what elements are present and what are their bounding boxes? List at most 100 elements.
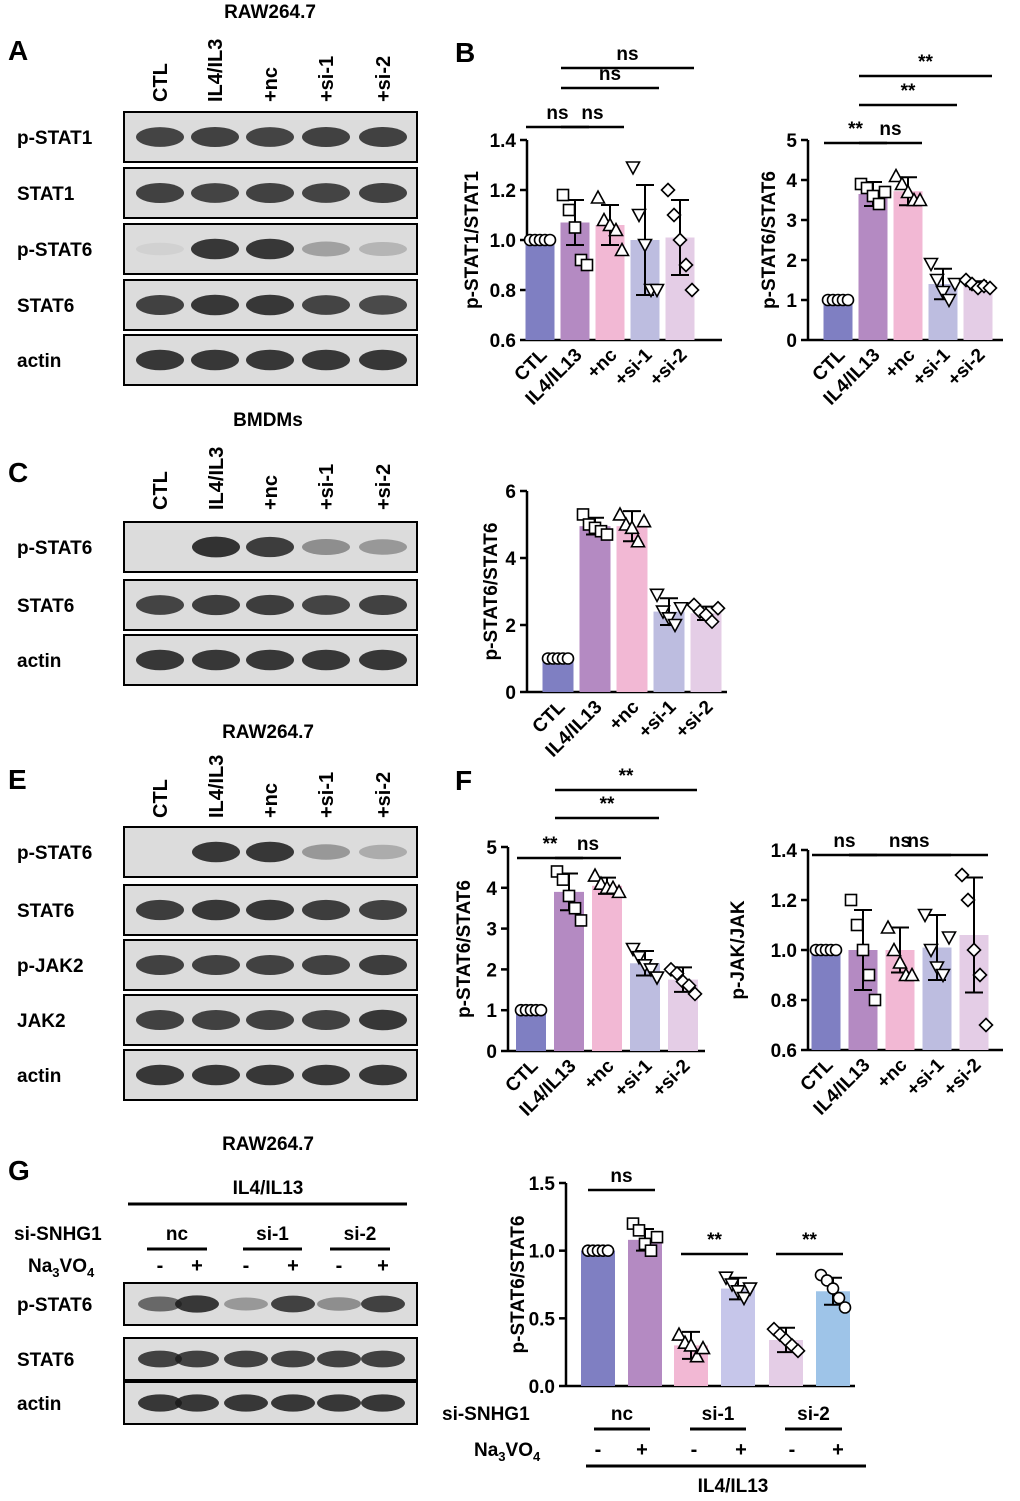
blot-band bbox=[191, 238, 239, 260]
na3vo4-part: VO bbox=[506, 1440, 533, 1461]
data-point bbox=[643, 963, 659, 978]
y-tick-label: 0.6 bbox=[771, 1041, 797, 1062]
y-tick-label: 0 bbox=[505, 683, 516, 704]
data-point bbox=[562, 889, 576, 903]
significance-label: ns bbox=[577, 834, 599, 855]
bar bbox=[579, 526, 611, 692]
na3vo4-part: Na bbox=[28, 1256, 53, 1277]
sign-label: + bbox=[191, 1255, 203, 1277]
blot-band bbox=[224, 1394, 268, 1412]
data-point bbox=[556, 188, 570, 202]
blot-row-label: actin bbox=[17, 1394, 61, 1415]
blot-band bbox=[246, 1010, 294, 1030]
blot-band bbox=[246, 349, 294, 371]
panel-letter-E: E bbox=[8, 764, 27, 795]
data-point bbox=[923, 257, 939, 273]
data-point bbox=[568, 901, 582, 915]
bar bbox=[823, 300, 853, 340]
blot-band bbox=[175, 1295, 219, 1313]
significance-label: ns bbox=[889, 831, 911, 852]
blot-row-label: p-STAT6 bbox=[17, 843, 92, 864]
significance-label: ** bbox=[600, 794, 615, 815]
data-point bbox=[631, 950, 647, 966]
data-point bbox=[929, 961, 945, 976]
data-point bbox=[684, 282, 700, 298]
data-point bbox=[587, 867, 603, 882]
y-tick-label: 0 bbox=[486, 1042, 497, 1063]
blot-band bbox=[192, 955, 240, 975]
blot-band bbox=[246, 536, 294, 558]
data-point bbox=[562, 203, 576, 217]
lane-label: +si-2 bbox=[373, 56, 395, 102]
x-tick-label: +si-1 bbox=[909, 344, 955, 390]
data-point bbox=[935, 285, 951, 301]
blot-band bbox=[192, 594, 240, 616]
data-point bbox=[590, 189, 606, 204]
y-tick-label: 1.5 bbox=[529, 1174, 556, 1195]
blot-row-label: STAT6 bbox=[17, 296, 74, 317]
data-point bbox=[681, 978, 697, 994]
blot-row-label: p-STAT6 bbox=[17, 1295, 92, 1316]
na3vo4-part: Na bbox=[474, 1440, 499, 1461]
y-tick-label: 6 bbox=[505, 482, 516, 503]
bar bbox=[690, 613, 722, 692]
sign-label: - bbox=[691, 1439, 698, 1461]
significance-label: ns bbox=[879, 119, 901, 140]
x-tick-label: +si-1 bbox=[903, 1054, 949, 1100]
chart-F2: 0.60.81.01.21.4p-JAK/JAKCTLIL4/IL13+nc+s… bbox=[728, 831, 1003, 1120]
x-tick-label: +si-2 bbox=[649, 1056, 695, 1102]
y-tick-label: 0.8 bbox=[490, 281, 516, 302]
y-axis-label: p-STAT1/STAT1 bbox=[462, 171, 483, 309]
sign-label: - bbox=[243, 1255, 250, 1277]
y-axis-label: p-STAT6/STAT6 bbox=[454, 880, 475, 1018]
data-point bbox=[829, 943, 843, 957]
significance-label: ns bbox=[833, 831, 855, 852]
y-axis-label: p-STAT6/STAT6 bbox=[481, 523, 502, 661]
na3vo4-part: 4 bbox=[87, 1265, 95, 1280]
data-point bbox=[841, 293, 855, 307]
data-point bbox=[904, 966, 920, 982]
data-point bbox=[856, 943, 870, 957]
significance-label: ** bbox=[901, 81, 916, 102]
data-point bbox=[929, 273, 945, 289]
data-point bbox=[649, 283, 665, 299]
panel-letter-C: C bbox=[8, 457, 28, 488]
data-point bbox=[683, 1337, 699, 1352]
data-point bbox=[601, 1244, 615, 1257]
na3vo4-part: 4 bbox=[533, 1449, 541, 1464]
data-point bbox=[935, 968, 951, 984]
blot-band bbox=[192, 899, 240, 921]
blot-band bbox=[317, 1297, 361, 1311]
blot-band bbox=[359, 900, 407, 920]
significance-label: ns bbox=[610, 1166, 632, 1187]
y-tick-label: 0.5 bbox=[529, 1309, 556, 1330]
lane-label: +si-2 bbox=[373, 772, 395, 818]
data-point bbox=[947, 277, 963, 293]
significance-label: ** bbox=[619, 766, 634, 787]
data-point bbox=[612, 506, 628, 521]
blot-band bbox=[136, 1010, 184, 1030]
chart-H: 0.0 0.5 1.0 1.5p-STAT6/STAT6 ns ** ** si-SNHG1 n… bbox=[442, 1166, 866, 1497]
x-tick-label: +si-1 bbox=[611, 344, 657, 390]
blot-band bbox=[359, 649, 407, 671]
blot-band bbox=[302, 539, 350, 555]
significance-label: ** bbox=[918, 52, 933, 73]
blot-band bbox=[246, 294, 294, 316]
y-axis-label: p-STAT6/STAT6 bbox=[759, 171, 780, 309]
blot-band bbox=[246, 183, 294, 203]
y-tick-label: 0.0 bbox=[529, 1377, 555, 1398]
x-tick-label: +si-1 bbox=[635, 696, 681, 742]
blot-band bbox=[302, 183, 350, 203]
y-tick-label: 1 bbox=[486, 1001, 497, 1022]
data-point bbox=[625, 161, 641, 176]
group-label: nc bbox=[166, 1224, 189, 1245]
data-point bbox=[614, 241, 630, 257]
sign-label: - bbox=[336, 1255, 343, 1277]
blot-row-label: actin bbox=[17, 1066, 61, 1087]
bar bbox=[893, 191, 923, 340]
lane-label: +si-1 bbox=[316, 772, 338, 818]
bar bbox=[616, 526, 648, 692]
blot-row-label: STAT6 bbox=[17, 901, 74, 922]
panel-letter-G: G bbox=[8, 1155, 30, 1186]
